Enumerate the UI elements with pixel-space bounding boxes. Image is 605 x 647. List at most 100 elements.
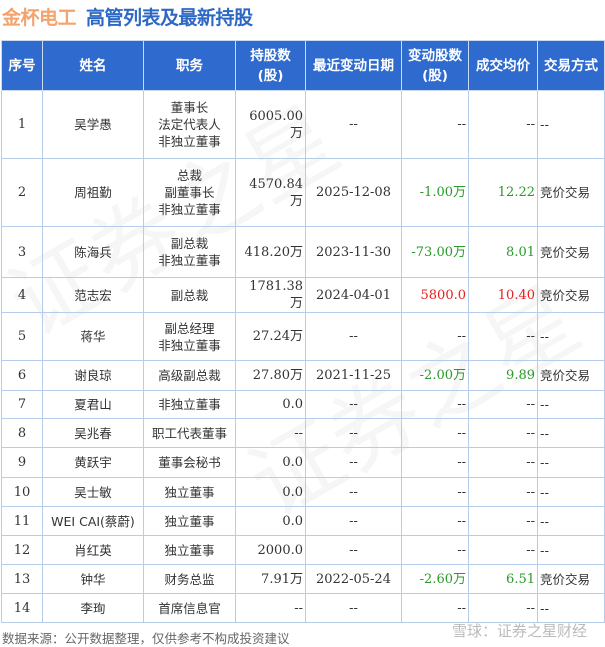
header-col-date: 最近变动日期 xyxy=(305,40,402,91)
title-subject: 高管列表及最新持股 xyxy=(86,7,253,29)
cell-change: 5800.0 xyxy=(401,277,469,313)
cell-date: -- xyxy=(305,90,402,159)
cell-price: 8.01 xyxy=(468,226,538,278)
table-row: 1 吴学愚 董事长 法定代表人 非独立董事 6005.00万 -- -- -- -- xyxy=(1,90,605,159)
cell-no: 4 xyxy=(1,277,43,313)
table-row: 2 周祖勤 总裁 副董事长 非独立董事 4570.84万 2025-12-08 -1.00万 1… xyxy=(1,158,605,227)
cell-method: -- xyxy=(537,506,605,536)
cell-name: 周祖勤 xyxy=(42,158,144,227)
cell-name: 谢良琼 xyxy=(42,360,144,391)
cell-price: 9.89 xyxy=(468,360,538,391)
cell-price: -- xyxy=(468,477,538,507)
cell-method: -- xyxy=(537,447,605,478)
cell-method: -- xyxy=(537,390,605,419)
cell-shares: -- xyxy=(235,593,306,623)
table-row: 7 夏君山 非独立董事 0.0 -- -- -- -- xyxy=(1,390,605,419)
table-row: 11 WEI CAI(蔡蔚) 独立董事 0.0 -- -- -- -- xyxy=(1,506,605,536)
cell-change: -- xyxy=(401,312,469,361)
cell-shares: 0.0 xyxy=(235,477,306,507)
cell-method: 竞价交易 xyxy=(537,564,605,594)
cell-method: -- xyxy=(537,593,605,623)
cell-price: -- xyxy=(468,418,538,448)
cell-date: -- xyxy=(305,312,402,361)
cell-shares: 418.20万 xyxy=(235,226,306,278)
table-row: 12 肖红英 独立董事 2000.0 -- -- -- -- xyxy=(1,535,605,565)
cell-price: -- xyxy=(468,535,538,565)
cell-change: -- xyxy=(401,447,469,478)
cell-method: -- xyxy=(537,90,605,159)
cell-name: 陈海兵 xyxy=(42,226,144,278)
cell-method: 竞价交易 xyxy=(537,226,605,278)
executive-table: 序号 姓名 职务 持股数 (股) 最近变动日期 变动股数 (股) 成交均价 交易方式 1 吴学愚 董事… xyxy=(1,40,605,623)
cell-method: 竞价交易 xyxy=(537,360,605,391)
cell-change: -- xyxy=(401,535,469,565)
cell-no: 2 xyxy=(1,158,43,227)
cell-shares: 4570.84万 xyxy=(235,158,306,227)
cell-shares: -- xyxy=(235,418,306,448)
cell-role: 非独立董事 xyxy=(143,390,236,419)
cell-name: 吴兆春 xyxy=(42,418,144,448)
cell-change: -- xyxy=(401,418,469,448)
role-line: 高级副总裁 xyxy=(158,368,221,383)
cell-role: 副总经理 非独立董事 xyxy=(143,312,236,361)
table-row: 9 黄跃宇 董事会秘书 0.0 -- -- -- -- xyxy=(1,447,605,478)
cell-price: -- xyxy=(468,390,538,419)
table-row: 13 钟华 财务总监 7.91万 2022-05-24 -2.60万 6.51 竞价交易 xyxy=(1,564,605,594)
data-source-note: 数据来源：公开数据整理，仅供参考不构成投资建议 xyxy=(2,631,290,646)
cell-change: -2.00万 xyxy=(401,360,469,391)
cell-no: 3 xyxy=(1,226,43,278)
header-col-role: 职务 xyxy=(143,40,236,91)
cell-name: 夏君山 xyxy=(42,390,144,419)
cell-no: 6 xyxy=(1,360,43,391)
cell-price: -- xyxy=(468,593,538,623)
header-col-change: 变动股数 (股) xyxy=(401,40,469,91)
cell-method: -- xyxy=(537,477,605,507)
role-line: 非独立董事 xyxy=(158,337,221,353)
cell-shares: 0.0 xyxy=(235,506,306,536)
cell-role: 董事长 法定代表人 非独立董事 xyxy=(143,90,236,159)
cell-method: -- xyxy=(537,535,605,565)
cell-shares: 0.0 xyxy=(235,447,306,478)
cell-name: 吴士敏 xyxy=(42,477,144,507)
cell-date: 2024-04-01 xyxy=(305,277,402,313)
cell-shares: 7.91万 xyxy=(235,564,306,594)
cell-date: 2023-11-30 xyxy=(305,226,402,278)
role-line: 独立董事 xyxy=(164,542,215,558)
table-row: 6 谢良琼 高级副总裁 27.80万 2021-11-25 -2.00万 9.89 竞价交易 xyxy=(1,360,605,391)
cell-price: 10.40 xyxy=(468,277,538,313)
header-col-method: 交易方式 xyxy=(537,40,605,91)
cell-shares: 0.0 xyxy=(235,390,306,419)
header-col-shares: 持股数 (股) xyxy=(235,40,306,91)
cell-price: 12.22 xyxy=(468,158,538,227)
cell-price: -- xyxy=(468,312,538,361)
xueqiu-watermark: 雪球：证券之星财经 xyxy=(451,622,587,640)
cell-change: -- xyxy=(401,593,469,623)
header-col-price: 成交均价 xyxy=(468,40,538,91)
company-name: 金杯电工 xyxy=(2,7,77,29)
role-line: 副总裁 xyxy=(170,236,209,251)
cell-no: 11 xyxy=(1,506,43,536)
cell-no: 10 xyxy=(1,477,43,507)
cell-date: -- xyxy=(305,418,402,448)
cell-role: 副总裁 非独立董事 xyxy=(143,226,236,278)
header-col-name: 姓名 xyxy=(42,40,144,91)
cell-change: -2.60万 xyxy=(401,564,469,594)
role-line: 首席信息官 xyxy=(158,600,221,616)
cell-role: 总裁 副董事长 非独立董事 xyxy=(143,158,236,227)
cell-name: 范志宏 xyxy=(42,277,144,313)
cell-change: -1.00万 xyxy=(401,158,469,227)
cell-price: -- xyxy=(468,447,538,478)
cell-price: -- xyxy=(468,90,538,159)
role-line: 董事长 xyxy=(170,100,209,115)
cell-date: 2021-11-25 xyxy=(305,360,402,391)
cell-name: 黄跃宇 xyxy=(42,447,144,478)
cell-no: 9 xyxy=(1,447,43,478)
role-line: 法定代表人 xyxy=(158,117,221,132)
cell-date: -- xyxy=(305,593,402,623)
cell-shares: 2000.0 xyxy=(235,535,306,565)
cell-name: 吴学愚 xyxy=(42,90,144,159)
cell-role: 职工代表董事 xyxy=(143,418,236,448)
header-col-no: 序号 xyxy=(1,40,43,91)
cell-shares: 1781.38万 xyxy=(235,277,306,313)
cell-date: -- xyxy=(305,506,402,536)
